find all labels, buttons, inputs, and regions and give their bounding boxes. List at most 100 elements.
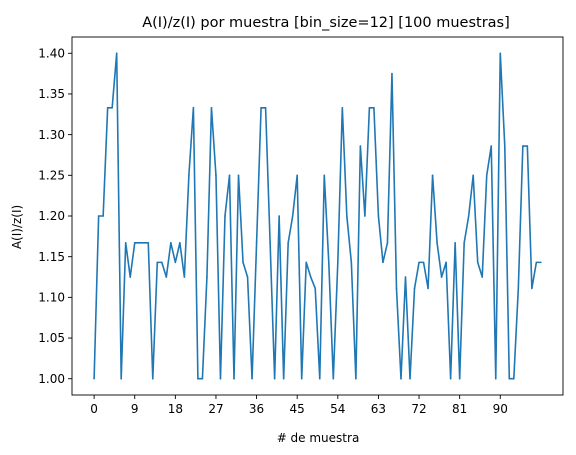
data-point [395, 287, 398, 290]
y-tick-label: 1.30 [38, 128, 65, 142]
data-point [440, 276, 443, 278]
data-point [404, 276, 407, 278]
data-point [364, 215, 366, 217]
data-point [260, 106, 262, 109]
data-point [97, 215, 100, 217]
data-point [377, 215, 380, 217]
data-point [337, 261, 339, 264]
data-point [522, 145, 524, 147]
data-point [287, 242, 289, 244]
data-point [526, 145, 529, 147]
data-point [215, 174, 217, 177]
data-point [111, 106, 113, 109]
data-point [359, 145, 362, 147]
data-point [540, 261, 542, 264]
data-point [278, 215, 280, 217]
x-axis-title: # de muestra [277, 431, 360, 445]
data-point [156, 261, 159, 264]
data-point [418, 261, 420, 264]
data-point [503, 145, 506, 147]
data-point [400, 377, 402, 380]
chart-title: A(I)/z(I) por muestra [bin_size=12] [100… [142, 15, 510, 31]
data-point [535, 261, 538, 264]
y-tick-label: 1.10 [38, 291, 65, 305]
data-point [183, 276, 186, 278]
data-point [517, 287, 520, 290]
data-point [206, 276, 208, 278]
data-point [346, 215, 348, 217]
data-point [138, 242, 141, 244]
data-point [282, 377, 285, 380]
data-point [165, 276, 168, 278]
x-tick-label: 90 [493, 402, 508, 416]
data-point [102, 215, 104, 217]
data-point [445, 261, 447, 264]
data-point [210, 106, 213, 109]
y-tick-label: 1.25 [38, 169, 65, 183]
data-point [296, 174, 298, 177]
x-tick-label: 72 [411, 402, 426, 416]
data-point [476, 261, 479, 264]
x-tick-label: 81 [452, 402, 467, 416]
data-point [151, 377, 154, 380]
data-point [120, 377, 122, 380]
data-point [115, 52, 118, 55]
data-point [458, 377, 461, 380]
data-point [341, 106, 344, 109]
data-point [273, 377, 276, 380]
data-point [300, 377, 303, 380]
data-point [413, 287, 416, 290]
data-point [179, 242, 181, 244]
data-point [224, 215, 226, 217]
data-point [124, 242, 127, 244]
x-tick-label: 36 [249, 402, 264, 416]
data-point [242, 261, 244, 264]
data-point [490, 145, 493, 147]
data-point [382, 261, 384, 264]
data-point [237, 174, 240, 177]
plot-area [71, 36, 564, 396]
data-point [463, 242, 465, 244]
y-tick-label: 1.40 [38, 46, 65, 60]
data-point [499, 52, 502, 55]
data-point [314, 287, 317, 290]
series-line [93, 52, 541, 380]
data-point [323, 174, 326, 177]
y-tick-label: 1.20 [38, 209, 65, 223]
x-tick-label: 27 [208, 402, 223, 416]
data-point [228, 174, 231, 177]
x-tick-label: 63 [371, 402, 386, 416]
y-tick-label: 1.00 [38, 372, 65, 386]
data-point [422, 261, 425, 264]
data-point [309, 276, 312, 278]
data-point [431, 174, 434, 177]
data-point [332, 377, 335, 380]
data-point [93, 377, 95, 380]
data-point [201, 377, 204, 380]
data-point [188, 174, 190, 177]
data-point [472, 174, 474, 177]
y-tick-label: 1.05 [38, 331, 65, 345]
data-point [318, 377, 321, 380]
x-tick-label: 54 [330, 402, 345, 416]
data-point [219, 377, 222, 380]
data-point [251, 377, 253, 380]
data-point [269, 242, 271, 244]
data-point [485, 174, 488, 177]
data-point [481, 276, 484, 278]
axis-ticks: 0 9 18 27 36 45 54 63 72 81 90 1.00 1.05 1.10 1.15 1.20… [38, 46, 508, 416]
data-point [391, 72, 393, 75]
data-point [494, 377, 497, 380]
x-tick-label: 9 [131, 402, 139, 416]
data-point [531, 287, 533, 290]
x-tick-label: 45 [290, 402, 305, 416]
data-point [305, 261, 308, 264]
data-point [454, 242, 456, 244]
data-point [508, 377, 511, 380]
y-tick-label: 1.15 [38, 250, 65, 264]
data-point [174, 261, 177, 264]
data-point [170, 242, 172, 244]
data-point [409, 377, 411, 380]
